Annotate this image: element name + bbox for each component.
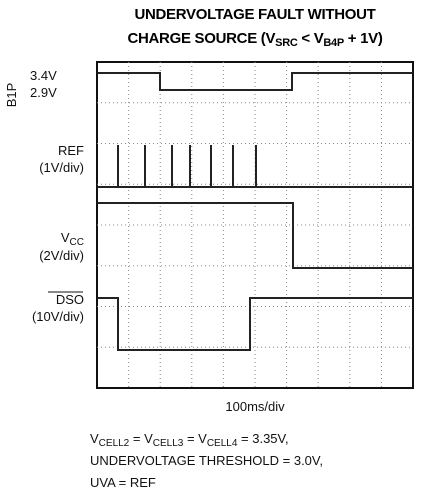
label-part: V	[61, 230, 70, 245]
note: UNDERVOLTAGE THRESHOLD = 3.0V,	[90, 453, 323, 468]
trace-label: DSO	[56, 292, 84, 307]
trace-label: VCC	[61, 230, 84, 248]
title-part: CHARGE SOURCE (V	[127, 30, 275, 47]
title-line1: UNDERVOLTAGE FAULT WITHOUT	[134, 6, 375, 23]
note-sub: CELL2	[99, 438, 130, 449]
level-label: 2.9V	[30, 85, 57, 100]
label-sub: CC	[70, 237, 84, 248]
trace-scale: (2V/div)	[39, 248, 84, 263]
note-part: V	[90, 431, 99, 446]
title-part: < V	[298, 30, 324, 47]
trace-scale: (10V/div)	[32, 309, 84, 324]
note-sub: CELL4	[207, 438, 238, 449]
level-label: 3.4V	[30, 68, 57, 83]
title-sub: B4P	[323, 37, 344, 49]
note-part: = V	[183, 431, 207, 446]
trace-label: B1P	[4, 83, 19, 108]
title-line2: CHARGE SOURCE (VSRC < VB4P + 1V)	[127, 30, 382, 49]
trace-label: REF	[58, 143, 84, 158]
title-sub: SRC	[275, 37, 298, 49]
note: UVA = REF	[90, 475, 156, 490]
title-part: + 1V)	[344, 30, 383, 47]
time-scale: 100ms/div	[225, 399, 285, 414]
scope-screen	[97, 62, 413, 388]
note-part: = V	[129, 431, 153, 446]
note: VCELL2 = VCELL3 = VCELL4 = 3.35V,	[90, 431, 289, 449]
figure: UNDERVOLTAGE FAULT WITHOUT CHARGE SOURCE…	[0, 0, 422, 498]
note-part: = 3.35V,	[237, 431, 288, 446]
note-sub: CELL3	[153, 438, 184, 449]
trace-scale: (1V/div)	[39, 160, 84, 175]
